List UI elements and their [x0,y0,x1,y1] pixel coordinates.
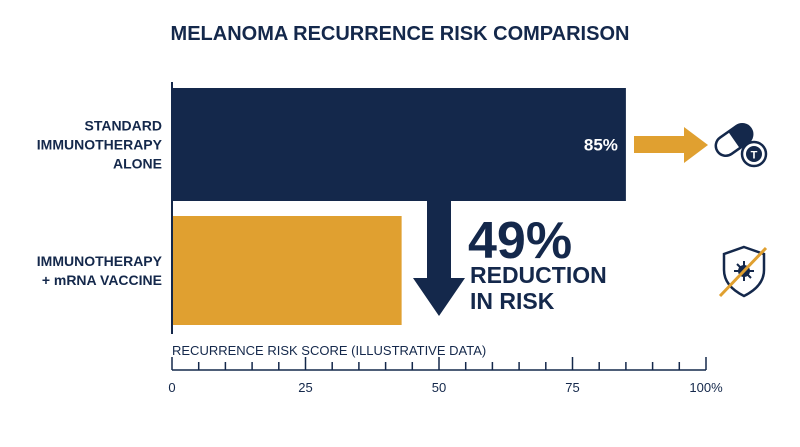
x-tick-label-75: 75 [565,380,579,395]
x-axis-ticks: 0 25 50 75 100% [168,357,723,395]
reduction-value: 49% [468,212,572,270]
x-tick-label-100: 100% [689,380,723,395]
bars: 85% [173,88,626,325]
bar-2 [173,216,402,325]
category-label-1-line-1: STANDARD [84,118,162,134]
reduction-arrow-icon [413,200,465,316]
pointer-arrow-icon [634,127,708,163]
category-label-2-line-2: + mRNA VACCINE [42,272,162,288]
pill-capsule-icon: T [714,123,768,168]
chart-title: MELANOMA RECURRENCE RISK COMPARISON [171,23,630,45]
category-labels: STANDARD IMMUNOTHERAPY ALONE IMMUNOTHERAPY +… [37,118,163,289]
category-label-1-line-2: IMMUNOTHERAPY [37,137,163,153]
category-label-1-line-3: ALONE [113,156,162,172]
virus-shield-icon [718,245,768,298]
reduction-label-line-2: IN RISK [470,288,555,314]
reduction-label-line-1: REDUCTION [470,262,607,288]
x-tick-label-50: 50 [432,380,446,395]
x-tick-label-0: 0 [168,380,175,395]
bar-value-label-1: 85% [584,136,618,155]
x-tick-label-25: 25 [298,380,312,395]
svg-text:T: T [751,150,758,162]
category-label-2-line-1: IMMUNOTHERAPY [37,253,163,269]
x-axis-title: RECURRENCE RISK SCORE (ILLUSTRATIVE DATA… [172,343,486,358]
bar-1 [173,88,626,201]
